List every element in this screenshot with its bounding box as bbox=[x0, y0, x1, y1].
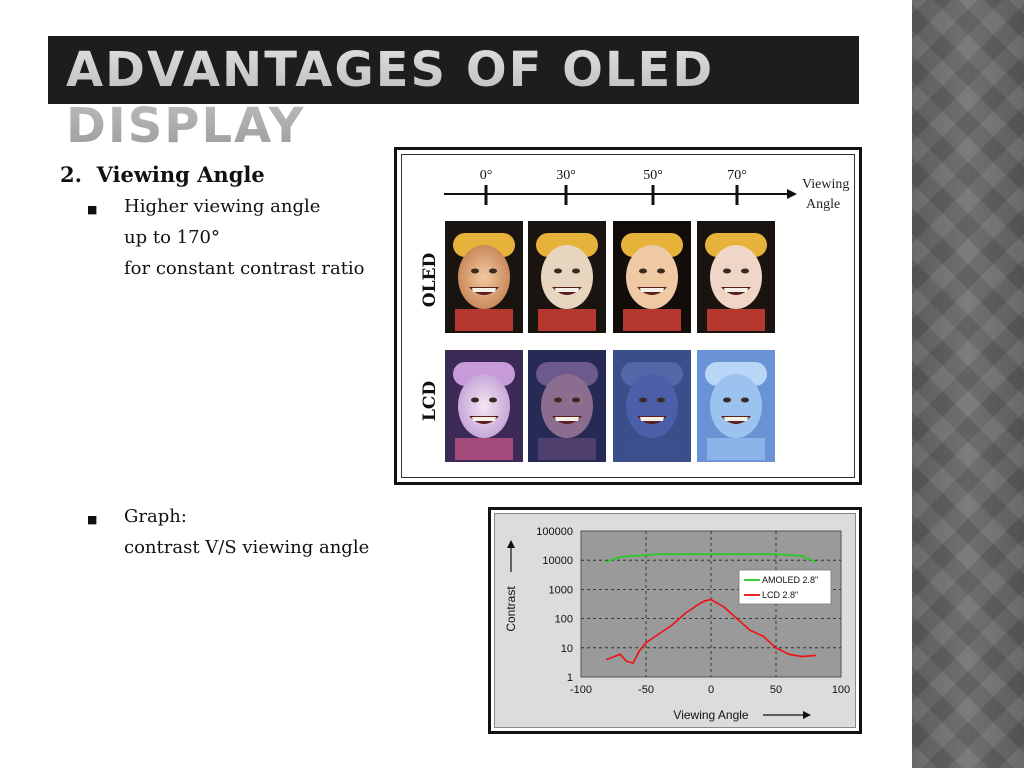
chart-legend: AMOLED 2.8" LCD 2.8" bbox=[738, 569, 832, 605]
y-tick-label: 100 bbox=[555, 614, 573, 626]
contrast-graph-figure: 100000 10000 1000 100 10 1 -100 -50 0 50 100 Viewin… bbox=[488, 507, 862, 734]
data-point bbox=[697, 603, 699, 606]
data-point bbox=[814, 654, 816, 657]
axis-label-viewing: Viewing bbox=[802, 177, 849, 192]
x-tick-label: 100 bbox=[832, 684, 850, 696]
data-point bbox=[606, 658, 608, 661]
data-point bbox=[788, 653, 790, 656]
data-point bbox=[736, 617, 738, 620]
contrast-chart: 100000 10000 1000 100 10 1-100 -50 0 50 100 Viewin… bbox=[504, 526, 850, 722]
data-point bbox=[749, 553, 751, 556]
title-bar: Advantages of OLED Display bbox=[48, 36, 859, 154]
x-tick-label: 50 bbox=[770, 684, 782, 696]
data-point bbox=[703, 600, 706, 602]
bullet1-line2: up to 170° bbox=[124, 227, 220, 248]
y-tick-label: 10 bbox=[561, 643, 573, 655]
graph-panel: 100000 10000 1000 100 10 1 -100 -50 0 50 100 Viewin… bbox=[494, 513, 856, 728]
angle-tick-label: 0° bbox=[480, 168, 493, 183]
section-title: Viewing Angle bbox=[96, 162, 265, 187]
data-point bbox=[697, 553, 699, 556]
viewing-angle-photo-figure: 0° 30° 50° 70° Viewing Angle OLED LCD bbox=[394, 147, 862, 485]
photo-lcd bbox=[528, 350, 606, 462]
axis-label-angle: Angle bbox=[806, 197, 840, 212]
bullet1-line1: Higher viewing angle bbox=[124, 196, 321, 217]
row-label-oled: OLED bbox=[420, 253, 440, 308]
angle-tick-label: 70° bbox=[727, 168, 747, 183]
photo-oled bbox=[613, 221, 691, 333]
data-point bbox=[814, 560, 816, 563]
data-point bbox=[606, 560, 608, 563]
section-number: 2. bbox=[60, 162, 82, 187]
data-point bbox=[723, 606, 725, 608]
data-point bbox=[625, 660, 628, 663]
data-point bbox=[801, 555, 803, 557]
data-point bbox=[619, 555, 621, 558]
data-point bbox=[788, 554, 790, 556]
data-point bbox=[684, 553, 686, 556]
data-point bbox=[632, 555, 634, 557]
data-point bbox=[762, 553, 764, 556]
x-tick-label: 0 bbox=[708, 684, 714, 696]
bullet2-line2: contrast V/S viewing angle bbox=[124, 537, 370, 558]
photo-oled bbox=[697, 221, 775, 333]
data-point bbox=[736, 553, 738, 556]
row-label-lcd: LCD bbox=[420, 381, 440, 421]
y-tick-label: 1 bbox=[567, 672, 573, 684]
x-tick-label: -50 bbox=[638, 684, 654, 696]
legend-entry: AMOLED 2.8" bbox=[762, 575, 818, 585]
photo-oled bbox=[528, 221, 606, 333]
section-heading: 2. Viewing Angle bbox=[60, 162, 265, 187]
decorative-side-strip bbox=[912, 0, 1024, 768]
bullet1-line3: for constant contrast ratio bbox=[124, 258, 365, 279]
data-point bbox=[658, 632, 660, 635]
bullet2-line1: Graph: bbox=[124, 506, 187, 527]
y-axis-arrow-head bbox=[507, 540, 515, 548]
x-axis-arrow-head bbox=[803, 711, 811, 719]
photo-oled bbox=[445, 221, 523, 333]
data-point bbox=[619, 653, 621, 656]
data-point bbox=[658, 553, 660, 556]
data-point bbox=[710, 598, 712, 601]
x-tick-label: -100 bbox=[570, 684, 592, 696]
data-point bbox=[645, 641, 647, 644]
data-point bbox=[723, 553, 725, 556]
data-point bbox=[684, 612, 686, 615]
data-point bbox=[749, 629, 751, 632]
y-tick-label: 100000 bbox=[536, 526, 573, 538]
data-point bbox=[762, 635, 764, 638]
photo-lcd bbox=[697, 350, 775, 462]
legend-box bbox=[738, 569, 832, 605]
series-line-lcd bbox=[606, 598, 816, 665]
photo-figure-inner: 0° 30° 50° 70° Viewing Angle OLED LCD bbox=[401, 154, 855, 478]
data-point bbox=[671, 553, 673, 556]
angle-axis-arrow bbox=[787, 189, 797, 199]
x-axis-label: Viewing Angle bbox=[673, 708, 748, 722]
data-point bbox=[775, 646, 777, 649]
angle-tick-label: 30° bbox=[556, 168, 576, 183]
data-point bbox=[775, 553, 777, 556]
data-point bbox=[710, 553, 712, 556]
angle-tick-label: 50° bbox=[643, 168, 663, 183]
data-point bbox=[632, 662, 634, 664]
legend-entry: LCD 2.8" bbox=[762, 590, 798, 600]
y-tick-label: 10000 bbox=[542, 555, 573, 567]
photo-lcd bbox=[613, 350, 691, 462]
data-point bbox=[801, 655, 803, 658]
slide-title: Advantages of OLED Display bbox=[66, 42, 859, 154]
y-axis-label: Contrast bbox=[504, 586, 518, 632]
y-tick-label: 1000 bbox=[549, 584, 573, 596]
photo-figure-svg: 0° 30° 50° 70° Viewing Angle OLED LCD bbox=[420, 168, 849, 462]
data-point bbox=[645, 554, 647, 556]
bullet-marker: ■ bbox=[87, 203, 98, 216]
bullet-marker: ■ bbox=[87, 513, 98, 526]
data-point bbox=[638, 649, 641, 652]
data-point bbox=[671, 624, 673, 626]
photo-lcd bbox=[445, 350, 523, 462]
